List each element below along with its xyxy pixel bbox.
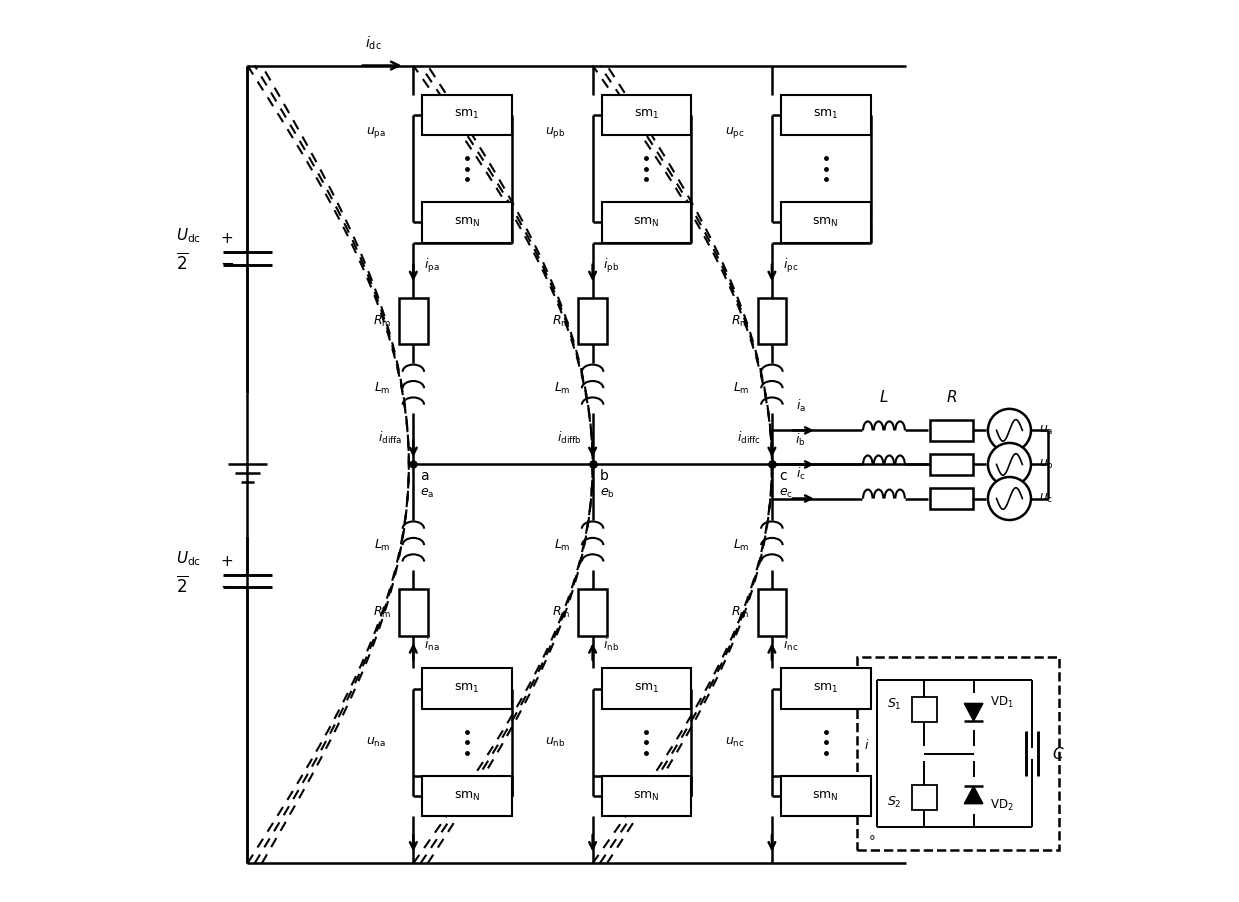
Text: $\overline{2}$: $\overline{2}$ bbox=[176, 575, 188, 596]
Text: $L_{\rm m}$: $L_{\rm m}$ bbox=[732, 538, 750, 553]
Text: $L_{\rm m}$: $L_{\rm m}$ bbox=[554, 538, 570, 553]
Text: $\overline{2}$: $\overline{2}$ bbox=[176, 253, 188, 273]
Text: $\rm sm_1$: $\rm sm_1$ bbox=[633, 108, 659, 122]
Text: $S_2$: $S_2$ bbox=[887, 795, 901, 810]
Text: $C$: $C$ bbox=[1052, 746, 1064, 761]
Text: $i_{\rm dc}$: $i_{\rm dc}$ bbox=[364, 34, 382, 52]
Circle shape bbox=[987, 409, 1031, 452]
Text: $\rm sm_1$: $\rm sm_1$ bbox=[813, 682, 839, 695]
Text: $\rm sm_N$: $\rm sm_N$ bbox=[813, 789, 839, 803]
Text: $\rm sm_N$: $\rm sm_N$ bbox=[813, 216, 839, 229]
Text: $i_{\rm nc}$: $i_{\rm nc}$ bbox=[783, 637, 798, 653]
Bar bbox=[602, 202, 691, 243]
Bar bbox=[781, 776, 871, 816]
Bar bbox=[579, 589, 607, 636]
Bar bbox=[757, 589, 787, 636]
Bar bbox=[857, 658, 1059, 850]
Text: $i$: $i$ bbox=[864, 738, 870, 751]
Text: $L_{\rm m}$: $L_{\rm m}$ bbox=[374, 538, 392, 553]
Text: a: a bbox=[420, 469, 429, 483]
Text: $+$: $+$ bbox=[221, 554, 233, 569]
Bar bbox=[912, 696, 937, 722]
Text: $u_{\rm na}$: $u_{\rm na}$ bbox=[367, 736, 387, 749]
Text: $u_{\rm b}$: $u_{\rm b}$ bbox=[1040, 458, 1054, 471]
Bar bbox=[399, 298, 427, 345]
Text: $u_{\rm c}$: $u_{\rm c}$ bbox=[1040, 492, 1053, 505]
Text: $R$: $R$ bbox=[945, 390, 957, 405]
Bar bbox=[757, 298, 787, 345]
Text: $i_{\rm pb}$: $i_{\rm pb}$ bbox=[603, 257, 620, 275]
Bar bbox=[422, 668, 512, 709]
Text: $e_{\rm b}$: $e_{\rm b}$ bbox=[600, 487, 615, 500]
Bar bbox=[399, 589, 427, 636]
Text: b: b bbox=[600, 469, 608, 483]
Circle shape bbox=[987, 443, 1031, 486]
Text: $R_{\rm m}$: $R_{\rm m}$ bbox=[373, 314, 392, 328]
Bar bbox=[422, 202, 512, 243]
Text: $U_{\rm dc}$: $U_{\rm dc}$ bbox=[176, 226, 201, 245]
Text: $S_1$: $S_1$ bbox=[887, 697, 901, 713]
Bar bbox=[912, 786, 937, 810]
Polygon shape bbox=[964, 704, 983, 721]
Text: $u_{\rm nc}$: $u_{\rm nc}$ bbox=[725, 736, 745, 749]
Text: $\circ$: $\circ$ bbox=[867, 829, 876, 842]
Text: $L_{\rm m}$: $L_{\rm m}$ bbox=[554, 381, 570, 396]
Text: $i_{\rm nb}$: $i_{\rm nb}$ bbox=[603, 637, 620, 653]
Text: $-$: $-$ bbox=[219, 576, 234, 594]
Text: $R_{\rm m}$: $R_{\rm m}$ bbox=[731, 314, 750, 328]
Bar bbox=[579, 298, 607, 345]
Text: $R_{\rm m}$: $R_{\rm m}$ bbox=[551, 314, 570, 328]
Bar bbox=[602, 668, 691, 709]
Text: c: c bbox=[779, 469, 787, 483]
Text: $\rm sm_1$: $\rm sm_1$ bbox=[633, 682, 659, 695]
Text: $u_{\rm pb}$: $u_{\rm pb}$ bbox=[545, 125, 566, 141]
Bar bbox=[781, 202, 871, 243]
Text: $\rm sm_N$: $\rm sm_N$ bbox=[633, 216, 659, 229]
Bar bbox=[781, 95, 871, 135]
Text: $+$: $+$ bbox=[221, 231, 233, 246]
Text: $e_{\rm c}$: $e_{\rm c}$ bbox=[779, 487, 793, 500]
Text: $i_{\rm a}$: $i_{\rm a}$ bbox=[795, 398, 805, 414]
Text: $i_{\rm c}$: $i_{\rm c}$ bbox=[795, 466, 805, 483]
Text: $i_{\rm na}$: $i_{\rm na}$ bbox=[424, 637, 440, 653]
Text: $i_{\rm diffa}$: $i_{\rm diffa}$ bbox=[378, 429, 403, 446]
Circle shape bbox=[987, 477, 1031, 520]
Text: $e_{\rm a}$: $e_{\rm a}$ bbox=[420, 487, 435, 500]
Text: $\rm sm_N$: $\rm sm_N$ bbox=[453, 216, 481, 229]
Text: $\rm VD_2$: $\rm VD_2$ bbox=[990, 797, 1014, 813]
Text: $L_{\rm m}$: $L_{\rm m}$ bbox=[732, 381, 750, 396]
Text: $i_{\rm pc}$: $i_{\rm pc}$ bbox=[783, 257, 798, 275]
Text: $\rm sm_1$: $\rm sm_1$ bbox=[455, 682, 479, 695]
Text: $L$: $L$ bbox=[880, 390, 888, 405]
Bar bbox=[422, 95, 512, 135]
Text: $u_{\rm pc}$: $u_{\rm pc}$ bbox=[725, 125, 745, 141]
Text: $\rm sm_1$: $\rm sm_1$ bbox=[455, 108, 479, 122]
Text: $i_{\rm diffb}$: $i_{\rm diffb}$ bbox=[558, 429, 582, 446]
Text: $\rm sm_1$: $\rm sm_1$ bbox=[813, 108, 839, 122]
Bar bbox=[929, 454, 973, 475]
Text: $u_{\rm pa}$: $u_{\rm pa}$ bbox=[367, 125, 387, 141]
Bar bbox=[422, 776, 512, 816]
Text: $u_{\rm a}$: $u_{\rm a}$ bbox=[1040, 424, 1053, 437]
Polygon shape bbox=[964, 787, 983, 804]
Text: $-$: $-$ bbox=[219, 253, 234, 272]
Text: $i_{\rm pa}$: $i_{\rm pa}$ bbox=[424, 257, 440, 275]
Text: $L_{\rm m}$: $L_{\rm m}$ bbox=[374, 381, 392, 396]
Text: $i_{\rm b}$: $i_{\rm b}$ bbox=[795, 432, 805, 448]
Text: $U_{\rm dc}$: $U_{\rm dc}$ bbox=[176, 549, 201, 568]
Text: $R_{\rm m}$: $R_{\rm m}$ bbox=[551, 605, 570, 620]
Text: $R_{\rm m}$: $R_{\rm m}$ bbox=[373, 605, 392, 620]
Text: $\rm sm_N$: $\rm sm_N$ bbox=[633, 789, 659, 803]
Bar bbox=[781, 668, 871, 709]
Text: $u_{\rm nb}$: $u_{\rm nb}$ bbox=[545, 736, 566, 749]
Bar bbox=[602, 95, 691, 135]
Bar bbox=[929, 488, 973, 510]
Text: $\rm VD_1$: $\rm VD_1$ bbox=[990, 695, 1014, 710]
Bar bbox=[602, 776, 691, 816]
Text: $\rm sm_N$: $\rm sm_N$ bbox=[453, 789, 481, 803]
Text: $i_{\rm diffc}$: $i_{\rm diffc}$ bbox=[737, 429, 761, 446]
Bar bbox=[929, 419, 973, 441]
Text: $R_{\rm m}$: $R_{\rm m}$ bbox=[731, 605, 750, 620]
